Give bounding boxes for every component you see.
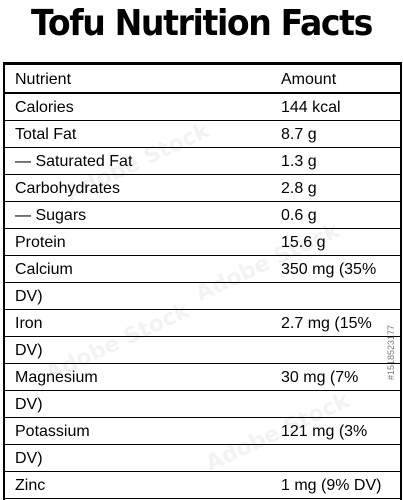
nutrient-amount-wrap: DV) xyxy=(15,342,43,359)
table-row: Zinc 1 mg (9% DV) xyxy=(5,472,400,499)
table-row: Carbohydrates 2.8 g xyxy=(5,175,400,202)
table-row-wrap: DV) xyxy=(5,283,400,310)
nutrient-name: Potassium xyxy=(15,423,90,440)
nutrient-amount: 1.3 g xyxy=(281,153,317,170)
table-row-wrap: DV) xyxy=(5,391,400,418)
nutrient-name: Calcium xyxy=(15,261,73,278)
page-title: Tofu Nutrition Facts xyxy=(31,3,373,44)
stock-image-id: #1518523177 xyxy=(386,324,396,380)
nutrient-amount: 2.7 mg (15% xyxy=(281,315,372,332)
table-row: Protein 15.6 g xyxy=(5,229,400,256)
nutrient-amount-wrap: DV) xyxy=(15,396,43,413)
table-row: Potassium 121 mg (3% xyxy=(5,418,400,445)
nutrient-name: Total Fat xyxy=(15,126,77,143)
table-row: — Saturated Fat 1.3 g xyxy=(5,148,400,175)
nutrition-table: Nutrient Amount Calories 144 kcal Total … xyxy=(3,62,402,500)
nutrient-amount-wrap: DV) xyxy=(15,288,43,305)
nutrient-name: — Saturated Fat xyxy=(15,153,133,170)
nutrient-name: Calories xyxy=(15,99,74,116)
table-header-row: Nutrient Amount xyxy=(5,65,400,94)
nutrient-amount: 15.6 g xyxy=(281,234,326,251)
nutrient-amount: 350 mg (35% xyxy=(281,261,377,278)
nutrient-name: Protein xyxy=(15,234,66,251)
table-row: — Sugars 0.6 g xyxy=(5,202,400,229)
nutrient-amount: 121 mg (3% xyxy=(281,423,368,440)
nutrient-amount: 144 kcal xyxy=(281,99,341,116)
table-row-wrap: DV) xyxy=(5,337,400,364)
nutrient-name: Iron xyxy=(15,315,43,332)
table-row: Magnesium 30 mg (7% xyxy=(5,364,400,391)
nutrient-name: Magnesium xyxy=(15,369,98,386)
nutrient-amount: 0.6 g xyxy=(281,207,317,224)
header-amount: Amount xyxy=(281,71,337,88)
nutrient-amount: 1 mg (9% DV) xyxy=(281,477,382,494)
nutrient-amount: 8.7 g xyxy=(281,126,317,143)
nutrient-name: Carbohydrates xyxy=(15,180,120,197)
table-row: Iron 2.7 mg (15% xyxy=(5,310,400,337)
nutrient-name: — Sugars xyxy=(15,207,87,224)
header-nutrient: Nutrient xyxy=(15,71,72,88)
nutrient-amount: 30 mg (7% xyxy=(281,369,359,386)
nutrient-amount: 2.8 g xyxy=(281,180,317,197)
table-row: Calories 144 kcal xyxy=(5,94,400,121)
nutrient-name: Zinc xyxy=(15,477,46,494)
table-row-wrap: DV) xyxy=(5,445,400,472)
table-row: Total Fat 8.7 g xyxy=(5,121,400,148)
table-row: Calcium 350 mg (35% xyxy=(5,256,400,283)
nutrient-amount-wrap: DV) xyxy=(15,450,43,467)
